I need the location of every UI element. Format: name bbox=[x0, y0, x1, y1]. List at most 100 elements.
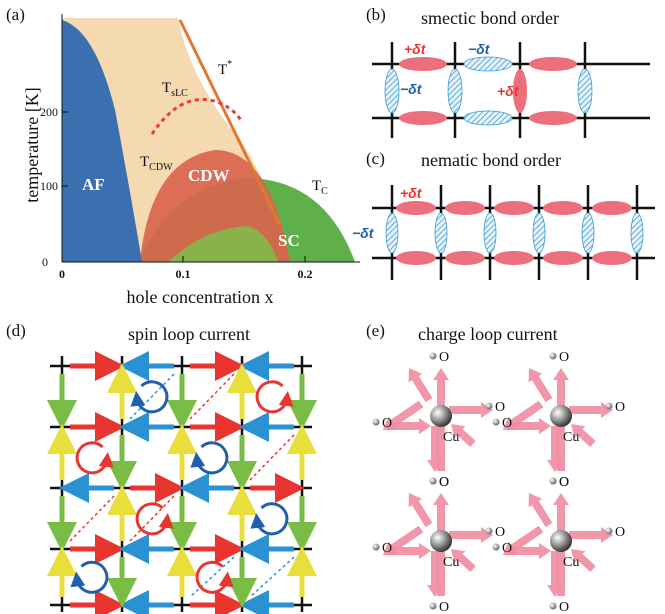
panel-label-a: (a) bbox=[6, 5, 25, 24]
charge-current-arrow bbox=[569, 527, 613, 543]
bond-minus bbox=[384, 68, 400, 114]
delta-minus-label: −δt bbox=[468, 41, 491, 57]
cu-label: Cu bbox=[563, 430, 579, 445]
o-atom bbox=[372, 543, 380, 551]
spin-loop-title: spin loop current bbox=[128, 324, 250, 344]
diagonal-current bbox=[189, 373, 235, 420]
loop-current-icon bbox=[190, 441, 229, 475]
charge-current-arrow bbox=[449, 527, 493, 543]
phase-diagram: (a) 0 100 200 0 0.1 0.2 temperature [K] … bbox=[6, 5, 360, 307]
o-label: O bbox=[495, 400, 505, 415]
delta-minus-label: −δt bbox=[400, 81, 423, 97]
charge-current-arrow bbox=[571, 549, 596, 572]
diagonal-current bbox=[249, 434, 295, 481]
tstar-line bbox=[178, 19, 282, 226]
charge-current-arrow bbox=[507, 543, 551, 559]
delta-plus-label: +δt bbox=[404, 41, 427, 57]
cu-atom bbox=[430, 405, 452, 427]
charge-loop-title: charge loop current bbox=[418, 324, 558, 344]
o-atom bbox=[605, 527, 613, 535]
o-label: O bbox=[615, 525, 625, 540]
o-atom bbox=[492, 543, 500, 551]
tslc-label: TsLC bbox=[162, 80, 188, 99]
smectic-title: smectic bond order bbox=[421, 8, 559, 28]
o-label: O bbox=[559, 475, 569, 490]
spin-loop-panel: (d) spin loop current bbox=[6, 321, 317, 614]
tslc-curve bbox=[150, 97, 244, 135]
o-label: O bbox=[439, 475, 449, 490]
delta-plus-label: +δt bbox=[497, 83, 520, 99]
loop-current-icon bbox=[255, 380, 294, 414]
diagonal-current bbox=[129, 373, 175, 420]
x-tick-0: 0 bbox=[59, 267, 65, 281]
cdw-label: CDW bbox=[188, 166, 230, 185]
panel-label-b: (b) bbox=[366, 5, 386, 24]
x-axis-label: hole concentration x bbox=[127, 287, 274, 307]
bond-plus bbox=[399, 111, 447, 125]
o-atom bbox=[485, 402, 493, 410]
o-atom bbox=[485, 527, 493, 535]
loop-current-icon bbox=[250, 502, 289, 536]
af-region bbox=[62, 20, 142, 262]
cu-atom bbox=[550, 530, 572, 552]
af-label: AF bbox=[82, 175, 105, 194]
bond-minus bbox=[577, 68, 593, 114]
y-tick-100: 100 bbox=[40, 179, 58, 193]
charge-current-arrow bbox=[547, 426, 563, 472]
bond-plus bbox=[529, 111, 577, 125]
diagonal-current bbox=[249, 556, 295, 598]
o-atom bbox=[372, 418, 380, 426]
o-atom bbox=[429, 602, 437, 610]
cu-label: Cu bbox=[563, 555, 579, 570]
sc-label: SC bbox=[278, 231, 300, 250]
o-label: O bbox=[559, 350, 569, 365]
cu-atom bbox=[430, 530, 452, 552]
y-axis-label: temperature [K] bbox=[22, 87, 42, 202]
loop-current-icon bbox=[75, 441, 114, 475]
o-label: O bbox=[439, 350, 449, 365]
panel-label-e: (e) bbox=[366, 321, 385, 340]
o-atom bbox=[429, 477, 437, 485]
charge-current-arrow bbox=[427, 551, 443, 597]
o-label: O bbox=[439, 600, 449, 614]
charge-current-arrow bbox=[571, 424, 596, 447]
bond-minus bbox=[447, 68, 463, 114]
nematic-bonds bbox=[385, 201, 644, 265]
y-tick-0: 0 bbox=[42, 255, 48, 269]
diagonal-current bbox=[69, 495, 115, 542]
nematic-panel: (c) nematic bond order bbox=[352, 149, 655, 280]
x-tick-0.1: 0.1 bbox=[176, 267, 191, 281]
bond-plus bbox=[529, 57, 577, 71]
panel-label-c: (c) bbox=[366, 149, 385, 168]
spin-lattice bbox=[47, 351, 317, 614]
o-atom bbox=[605, 402, 613, 410]
tcdw-label: TCDW bbox=[140, 154, 173, 173]
x-tick-0.2: 0.2 bbox=[298, 267, 313, 281]
cu-label: Cu bbox=[443, 430, 459, 445]
charge-current-arrow bbox=[528, 493, 553, 528]
charge-current-arrow bbox=[451, 549, 476, 572]
loop-current-icon bbox=[70, 560, 109, 594]
o-label: O bbox=[495, 525, 505, 540]
charge-current-arrow bbox=[387, 543, 431, 559]
smectic-panel: (b) smectic bond order +δt −δt −δt +δt bbox=[366, 5, 650, 138]
tc-label: TC bbox=[312, 178, 328, 197]
charge-current-arrow bbox=[507, 418, 551, 434]
o-label: O bbox=[502, 541, 512, 556]
bond-plus bbox=[399, 57, 447, 71]
bond-minus bbox=[463, 56, 513, 72]
o-atom bbox=[549, 352, 557, 360]
bond-plus bbox=[513, 69, 527, 113]
charge-current-arrow bbox=[528, 368, 553, 403]
o-atom bbox=[549, 477, 557, 485]
charge-current-arrow bbox=[569, 402, 613, 418]
charge-current-arrow bbox=[427, 426, 443, 472]
delta-plus-label: +δt bbox=[400, 185, 423, 201]
charge-current-arrow bbox=[408, 368, 433, 403]
tstar-label: T* bbox=[218, 59, 232, 78]
charge-current-arrow bbox=[449, 402, 493, 418]
nematic-title: nematic bond order bbox=[421, 150, 561, 170]
loop-current-icon bbox=[135, 502, 174, 536]
charge-current-arrow bbox=[408, 493, 433, 528]
o-atom bbox=[492, 418, 500, 426]
